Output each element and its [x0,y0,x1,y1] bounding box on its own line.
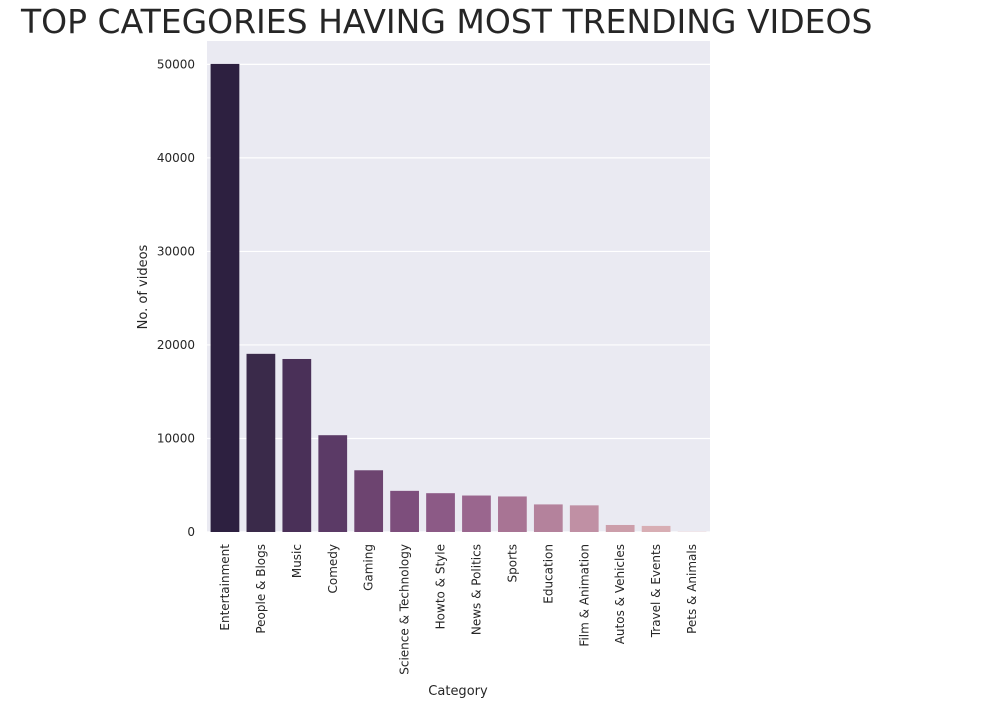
y-tick-label: 0 [187,525,195,539]
y-axis-label: No. of videos [136,244,151,329]
bar [426,493,455,532]
x-tick-label: Travel & Events [649,544,663,638]
x-tick-label: Autos & Vehicles [613,544,627,644]
bar [605,524,635,532]
bar [569,505,599,532]
bar [498,496,527,532]
x-tick-label: News & Politics [469,544,483,635]
x-tick-label: Science & Technology [398,544,412,675]
bar [641,525,671,532]
x-tick-label: Music [290,544,304,578]
x-axis-label: Category [428,684,488,699]
bar [246,353,276,532]
x-tick-label: Comedy [326,544,340,594]
bar [282,358,312,532]
x-tick-label: Howto & Style [434,544,448,629]
bar [354,470,384,532]
x-tick-label: Pets & Animals [685,544,699,634]
x-tick-label: Film & Animation [577,544,591,647]
x-tick-label: Gaming [362,544,376,591]
y-tick-label: 50000 [157,57,195,71]
y-tick-label: 20000 [157,338,195,352]
x-tick-label: Sports [505,544,519,582]
x-axis-ticks: Entertainment People & Blogs Music Comedy Ga… [218,544,699,675]
x-tick-label: Education [541,544,555,604]
chart-title: TOP CATEGORIES HAVING MOST TRENDING VIDE… [20,2,872,41]
x-tick-label: Entertainment [218,544,232,631]
y-tick-label: 30000 [157,244,195,258]
y-tick-label: 40000 [157,151,195,165]
y-axis-ticks: 0 10000 20000 30000 40000 50000 [157,57,195,539]
bar [390,490,419,532]
y-tick-label: 10000 [157,431,195,445]
x-tick-label: People & Blogs [254,544,268,634]
bars [210,63,707,533]
bar [533,504,563,532]
bar [462,495,491,532]
bar [210,63,240,533]
bar [318,435,348,532]
